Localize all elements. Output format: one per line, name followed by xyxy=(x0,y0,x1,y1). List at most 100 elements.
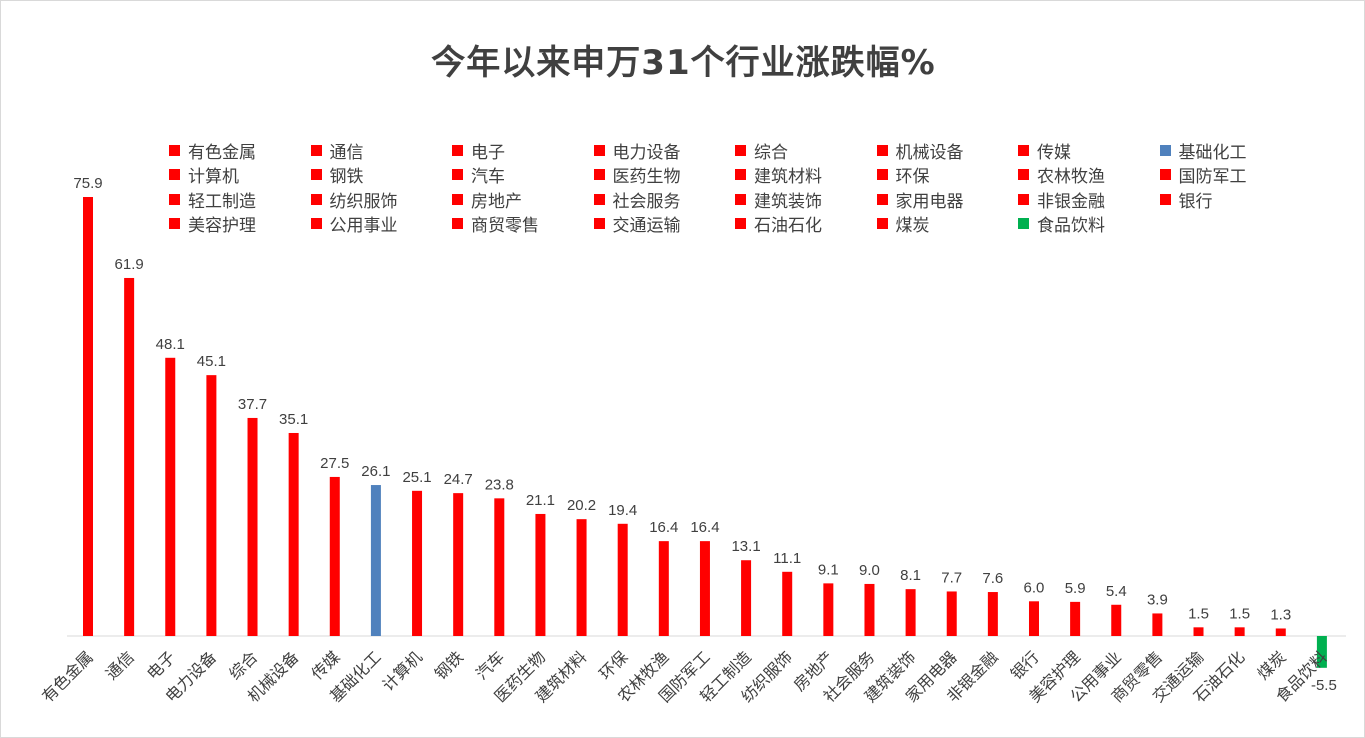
category-label-2: 电子 xyxy=(143,647,179,683)
legend-item-19: 社会服务 xyxy=(593,187,681,212)
legend-item-1: 通信 xyxy=(310,138,364,163)
bar-20 xyxy=(905,589,916,636)
legend-label: 社会服务 xyxy=(612,191,681,212)
legend-swatch xyxy=(735,169,746,180)
legend-swatch xyxy=(452,144,463,156)
legend-item-3: 电力设备 xyxy=(593,138,681,163)
bar-25 xyxy=(1111,604,1122,636)
legend-label: 国防军工 xyxy=(1178,167,1247,187)
category-label-29: 煤炭 xyxy=(1254,647,1290,683)
bar-26 xyxy=(1152,613,1163,636)
legend-item-4: 综合 xyxy=(735,138,788,163)
legend-item-28: 石油石化 xyxy=(735,212,822,236)
legend-item-29: 煤炭 xyxy=(876,212,930,236)
legend-swatch xyxy=(1018,169,1029,180)
bar-6 xyxy=(329,476,340,636)
legend-swatch xyxy=(169,218,180,229)
category-label-13: 环保 xyxy=(595,647,631,683)
legend-swatch xyxy=(310,169,322,180)
legend-swatch xyxy=(593,193,605,205)
value-label-19: 9.0 xyxy=(859,562,880,579)
value-label-0: 75.9 xyxy=(73,175,102,192)
bar-12 xyxy=(576,519,587,636)
legend-swatch xyxy=(1159,169,1171,180)
legend-label: 轻工制造 xyxy=(188,191,256,212)
bar-0 xyxy=(83,197,93,636)
bar-9 xyxy=(453,493,464,636)
legend-label: 房地产 xyxy=(471,191,522,212)
bar-17 xyxy=(782,571,793,636)
legend-swatch xyxy=(452,193,463,205)
legend-label: 交通运输 xyxy=(612,216,681,236)
legend-swatch xyxy=(1018,193,1029,205)
legend-label: 计算机 xyxy=(188,167,239,187)
bar-1 xyxy=(124,277,135,636)
legend-label: 机械设备 xyxy=(895,142,964,163)
legend-item-21: 家用电器 xyxy=(876,187,964,212)
legend-swatch xyxy=(452,169,463,180)
bar-29 xyxy=(1275,628,1286,636)
bar-18 xyxy=(823,583,834,636)
legend-label: 钢铁 xyxy=(329,167,364,187)
bar-22 xyxy=(987,592,998,636)
value-label-25: 5.4 xyxy=(1106,583,1127,600)
bar-28 xyxy=(1234,627,1245,636)
bar-4 xyxy=(247,417,258,636)
value-label-1: 61.9 xyxy=(115,256,144,273)
legend-label: 银行 xyxy=(1178,191,1213,212)
legend-swatch xyxy=(169,144,180,156)
legend-label: 石油石化 xyxy=(754,216,822,236)
legend-item-23: 银行 xyxy=(1159,187,1213,212)
legend-item-16: 轻工制造 xyxy=(169,187,256,212)
legend-swatch xyxy=(876,193,888,205)
value-label-30: -5.5 xyxy=(1311,677,1337,694)
legend-item-14: 农林牧渔 xyxy=(1018,163,1105,187)
legend-swatch xyxy=(310,218,322,229)
legend-swatch xyxy=(1159,193,1171,205)
legend-swatch xyxy=(735,193,746,205)
value-label-13: 19.4 xyxy=(608,502,637,519)
legend-item-9: 钢铁 xyxy=(310,163,364,187)
legend-swatch xyxy=(1018,218,1029,229)
legend-item-18: 房地产 xyxy=(452,187,522,212)
value-label-9: 24.7 xyxy=(444,471,473,488)
legend-label: 有色金属 xyxy=(188,142,256,163)
legend-swatch xyxy=(169,193,180,205)
bar-27 xyxy=(1193,627,1204,636)
bar-10 xyxy=(494,498,505,636)
value-label-12: 20.2 xyxy=(567,497,596,514)
legend-label: 环保 xyxy=(895,167,930,187)
legend-item-0: 有色金属 xyxy=(169,138,256,163)
legend-label: 纺织服饰 xyxy=(329,191,398,212)
legend-swatch xyxy=(735,144,746,156)
category-label-1: 通信 xyxy=(102,647,138,683)
bar-8 xyxy=(412,490,423,636)
legend-swatch xyxy=(310,144,322,156)
legend-item-20: 建筑装饰 xyxy=(735,187,822,212)
legend-label: 农林牧渔 xyxy=(1037,167,1105,187)
legend-item-11: 医药生物 xyxy=(593,163,681,187)
value-label-18: 9.1 xyxy=(818,561,839,578)
value-label-26: 3.9 xyxy=(1147,591,1168,608)
bar-5 xyxy=(288,432,299,636)
legend-label: 综合 xyxy=(754,142,788,163)
legend-swatch xyxy=(1159,144,1171,156)
legend-swatch xyxy=(593,169,605,180)
legend-swatch xyxy=(310,193,322,205)
bar-2 xyxy=(165,357,176,636)
bar-24 xyxy=(1070,601,1081,636)
legend-swatch xyxy=(452,218,463,229)
legend-item-13: 环保 xyxy=(876,163,930,187)
legend-item-17: 纺织服饰 xyxy=(310,187,398,212)
legend-label: 传媒 xyxy=(1037,142,1071,163)
legend-item-6: 传媒 xyxy=(1018,138,1071,163)
legend-item-7: 基础化工 xyxy=(1159,138,1247,163)
legend-label: 基础化工 xyxy=(1178,142,1247,163)
legend-swatch xyxy=(593,144,605,156)
bar-7 xyxy=(370,485,381,636)
value-label-20: 8.1 xyxy=(900,567,921,584)
value-label-10: 23.8 xyxy=(485,476,514,493)
legend-item-15: 国防军工 xyxy=(1159,163,1247,187)
value-label-2: 48.1 xyxy=(156,336,185,353)
legend-label: 医药生物 xyxy=(612,167,681,187)
